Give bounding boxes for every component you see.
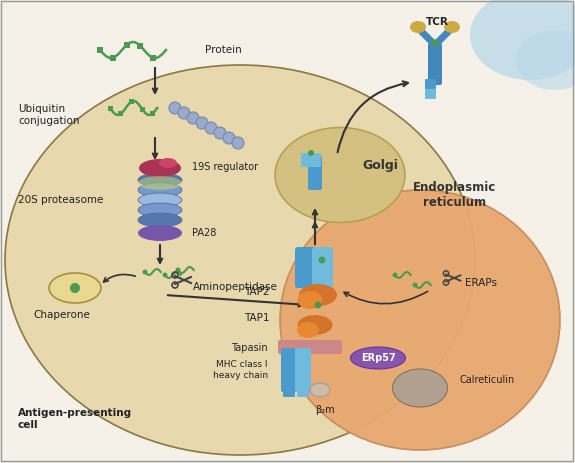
Ellipse shape	[515, 30, 575, 90]
Text: 20S proteasome: 20S proteasome	[18, 195, 104, 205]
Ellipse shape	[139, 159, 181, 177]
Bar	[124, 42, 129, 48]
Text: Antigen-presenting
cell: Antigen-presenting cell	[18, 408, 132, 430]
Bar	[137, 43, 143, 49]
Ellipse shape	[138, 193, 182, 207]
Ellipse shape	[159, 158, 177, 168]
Ellipse shape	[275, 127, 405, 223]
Text: Aminopeptidase: Aminopeptidase	[193, 282, 278, 292]
Circle shape	[143, 269, 148, 275]
Circle shape	[205, 122, 217, 134]
Bar	[118, 112, 123, 116]
Text: 19S regulator: 19S regulator	[192, 162, 258, 172]
Ellipse shape	[49, 273, 101, 303]
Circle shape	[393, 273, 397, 277]
FancyBboxPatch shape	[425, 89, 436, 99]
Text: ERAPs: ERAPs	[465, 278, 497, 288]
Circle shape	[232, 137, 244, 149]
Circle shape	[308, 150, 314, 156]
Text: ERp57: ERp57	[361, 353, 396, 363]
Ellipse shape	[138, 173, 182, 187]
Circle shape	[70, 283, 80, 293]
Text: β₂m: β₂m	[315, 405, 335, 415]
Text: TAP1: TAP1	[244, 313, 270, 323]
FancyBboxPatch shape	[297, 387, 309, 397]
Circle shape	[315, 301, 321, 308]
Text: Protein: Protein	[205, 45, 241, 55]
Bar	[129, 99, 134, 104]
Circle shape	[223, 132, 235, 144]
Ellipse shape	[393, 369, 447, 407]
Bar	[97, 47, 103, 53]
Text: Chaperone: Chaperone	[33, 310, 90, 320]
Ellipse shape	[280, 190, 560, 450]
Ellipse shape	[410, 21, 426, 33]
Circle shape	[175, 268, 181, 273]
Circle shape	[163, 273, 167, 277]
FancyBboxPatch shape	[281, 348, 297, 392]
Text: TCR: TCR	[426, 17, 448, 27]
Ellipse shape	[310, 383, 330, 397]
Ellipse shape	[299, 284, 337, 306]
Text: MHC class I
heavy chain: MHC class I heavy chain	[213, 360, 268, 380]
Bar	[110, 55, 116, 61]
FancyBboxPatch shape	[283, 387, 295, 397]
Ellipse shape	[138, 213, 182, 227]
Circle shape	[196, 117, 208, 129]
Bar	[151, 111, 155, 116]
Text: Ubiquitin
conjugation: Ubiquitin conjugation	[18, 104, 79, 126]
Ellipse shape	[297, 322, 319, 338]
Circle shape	[412, 282, 417, 288]
FancyBboxPatch shape	[428, 43, 442, 85]
Text: TAP2: TAP2	[244, 287, 270, 297]
Circle shape	[214, 127, 226, 139]
Text: Endoplasmic
reticulum: Endoplasmic reticulum	[413, 181, 497, 209]
Ellipse shape	[297, 291, 323, 309]
Ellipse shape	[470, 0, 575, 80]
Ellipse shape	[351, 347, 405, 369]
FancyBboxPatch shape	[278, 340, 342, 354]
FancyBboxPatch shape	[295, 348, 311, 392]
Bar	[150, 55, 156, 61]
FancyBboxPatch shape	[425, 79, 436, 89]
Ellipse shape	[138, 203, 182, 217]
Ellipse shape	[297, 315, 332, 335]
FancyBboxPatch shape	[301, 153, 321, 167]
Text: PA28: PA28	[192, 228, 216, 238]
Bar	[140, 106, 145, 112]
Ellipse shape	[138, 225, 182, 241]
Ellipse shape	[138, 176, 182, 190]
FancyBboxPatch shape	[312, 247, 333, 288]
Circle shape	[431, 39, 439, 46]
Bar	[108, 106, 113, 111]
Circle shape	[178, 107, 190, 119]
Text: Golgi: Golgi	[362, 158, 398, 171]
Ellipse shape	[5, 65, 475, 455]
Circle shape	[319, 257, 325, 263]
Circle shape	[187, 112, 199, 124]
Ellipse shape	[138, 183, 182, 197]
FancyBboxPatch shape	[308, 156, 322, 190]
Text: Calreticulin: Calreticulin	[460, 375, 515, 385]
Circle shape	[169, 102, 181, 114]
FancyBboxPatch shape	[295, 247, 316, 288]
Text: Tapasin: Tapasin	[231, 343, 268, 353]
Ellipse shape	[444, 21, 460, 33]
